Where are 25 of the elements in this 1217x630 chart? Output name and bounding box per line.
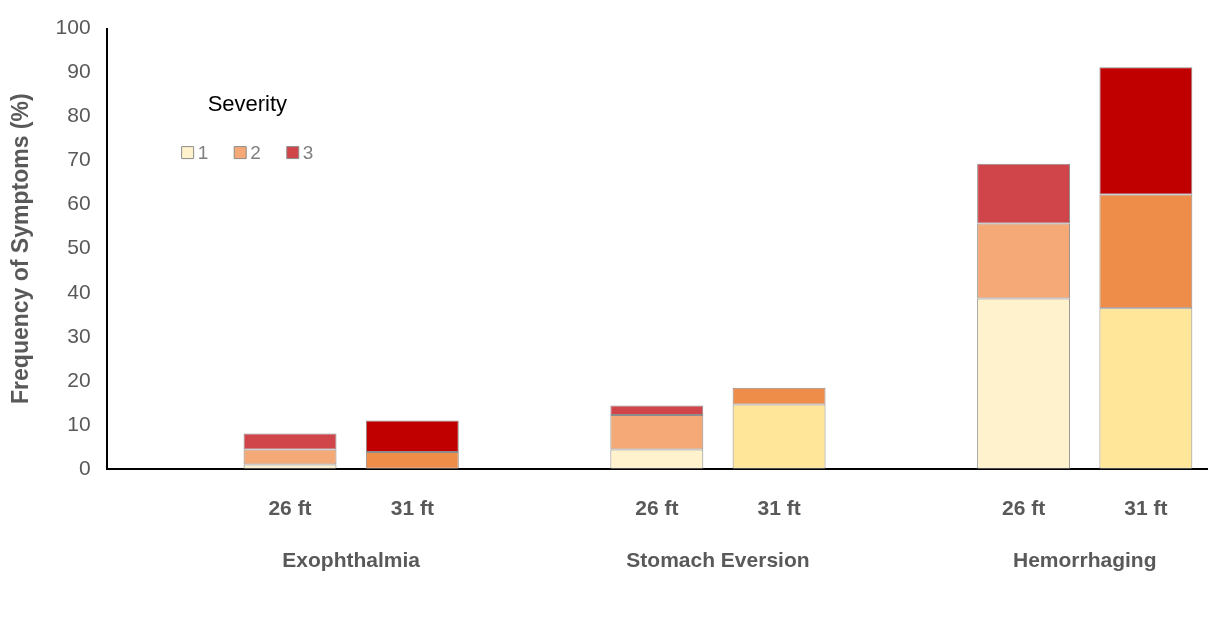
text: Exophthalmia bbox=[282, 547, 421, 571]
legend-title: Severity bbox=[207, 90, 288, 116]
x-tick-label: 31 ft bbox=[757, 496, 801, 520]
y-tick-label: 10 bbox=[67, 411, 91, 435]
x-tick-label: 31 ft bbox=[1124, 496, 1168, 520]
x-tick-label: 26 ft bbox=[635, 496, 679, 520]
text: Stomach Eversion bbox=[626, 547, 810, 571]
legend-label: 2 bbox=[250, 141, 261, 163]
y-tick-label: 0 bbox=[78, 455, 91, 479]
y-tick-label: 20 bbox=[67, 367, 91, 391]
y-tick-label: 90 bbox=[67, 59, 91, 83]
text: Hemorrhaging bbox=[1012, 547, 1157, 571]
legend-label: 3 bbox=[302, 141, 314, 163]
y-tick-label: 60 bbox=[67, 191, 91, 215]
y-tick-label: 30 bbox=[67, 323, 91, 347]
y-tick-label: 100 bbox=[55, 15, 91, 39]
y-tick-label: 70 bbox=[67, 147, 91, 171]
x-tick-label: 26 ft bbox=[1002, 496, 1046, 520]
y-tick-label: 40 bbox=[67, 279, 91, 303]
x-tick-label: 26 ft bbox=[268, 496, 312, 520]
legend-label: 1 bbox=[197, 141, 209, 163]
y-tick-label: 50 bbox=[67, 235, 91, 259]
x-tick-label: 31 ft bbox=[390, 496, 434, 520]
y-axis-title: Frequency of Symptoms (%) bbox=[7, 93, 34, 404]
y-tick-label: 80 bbox=[67, 103, 91, 127]
